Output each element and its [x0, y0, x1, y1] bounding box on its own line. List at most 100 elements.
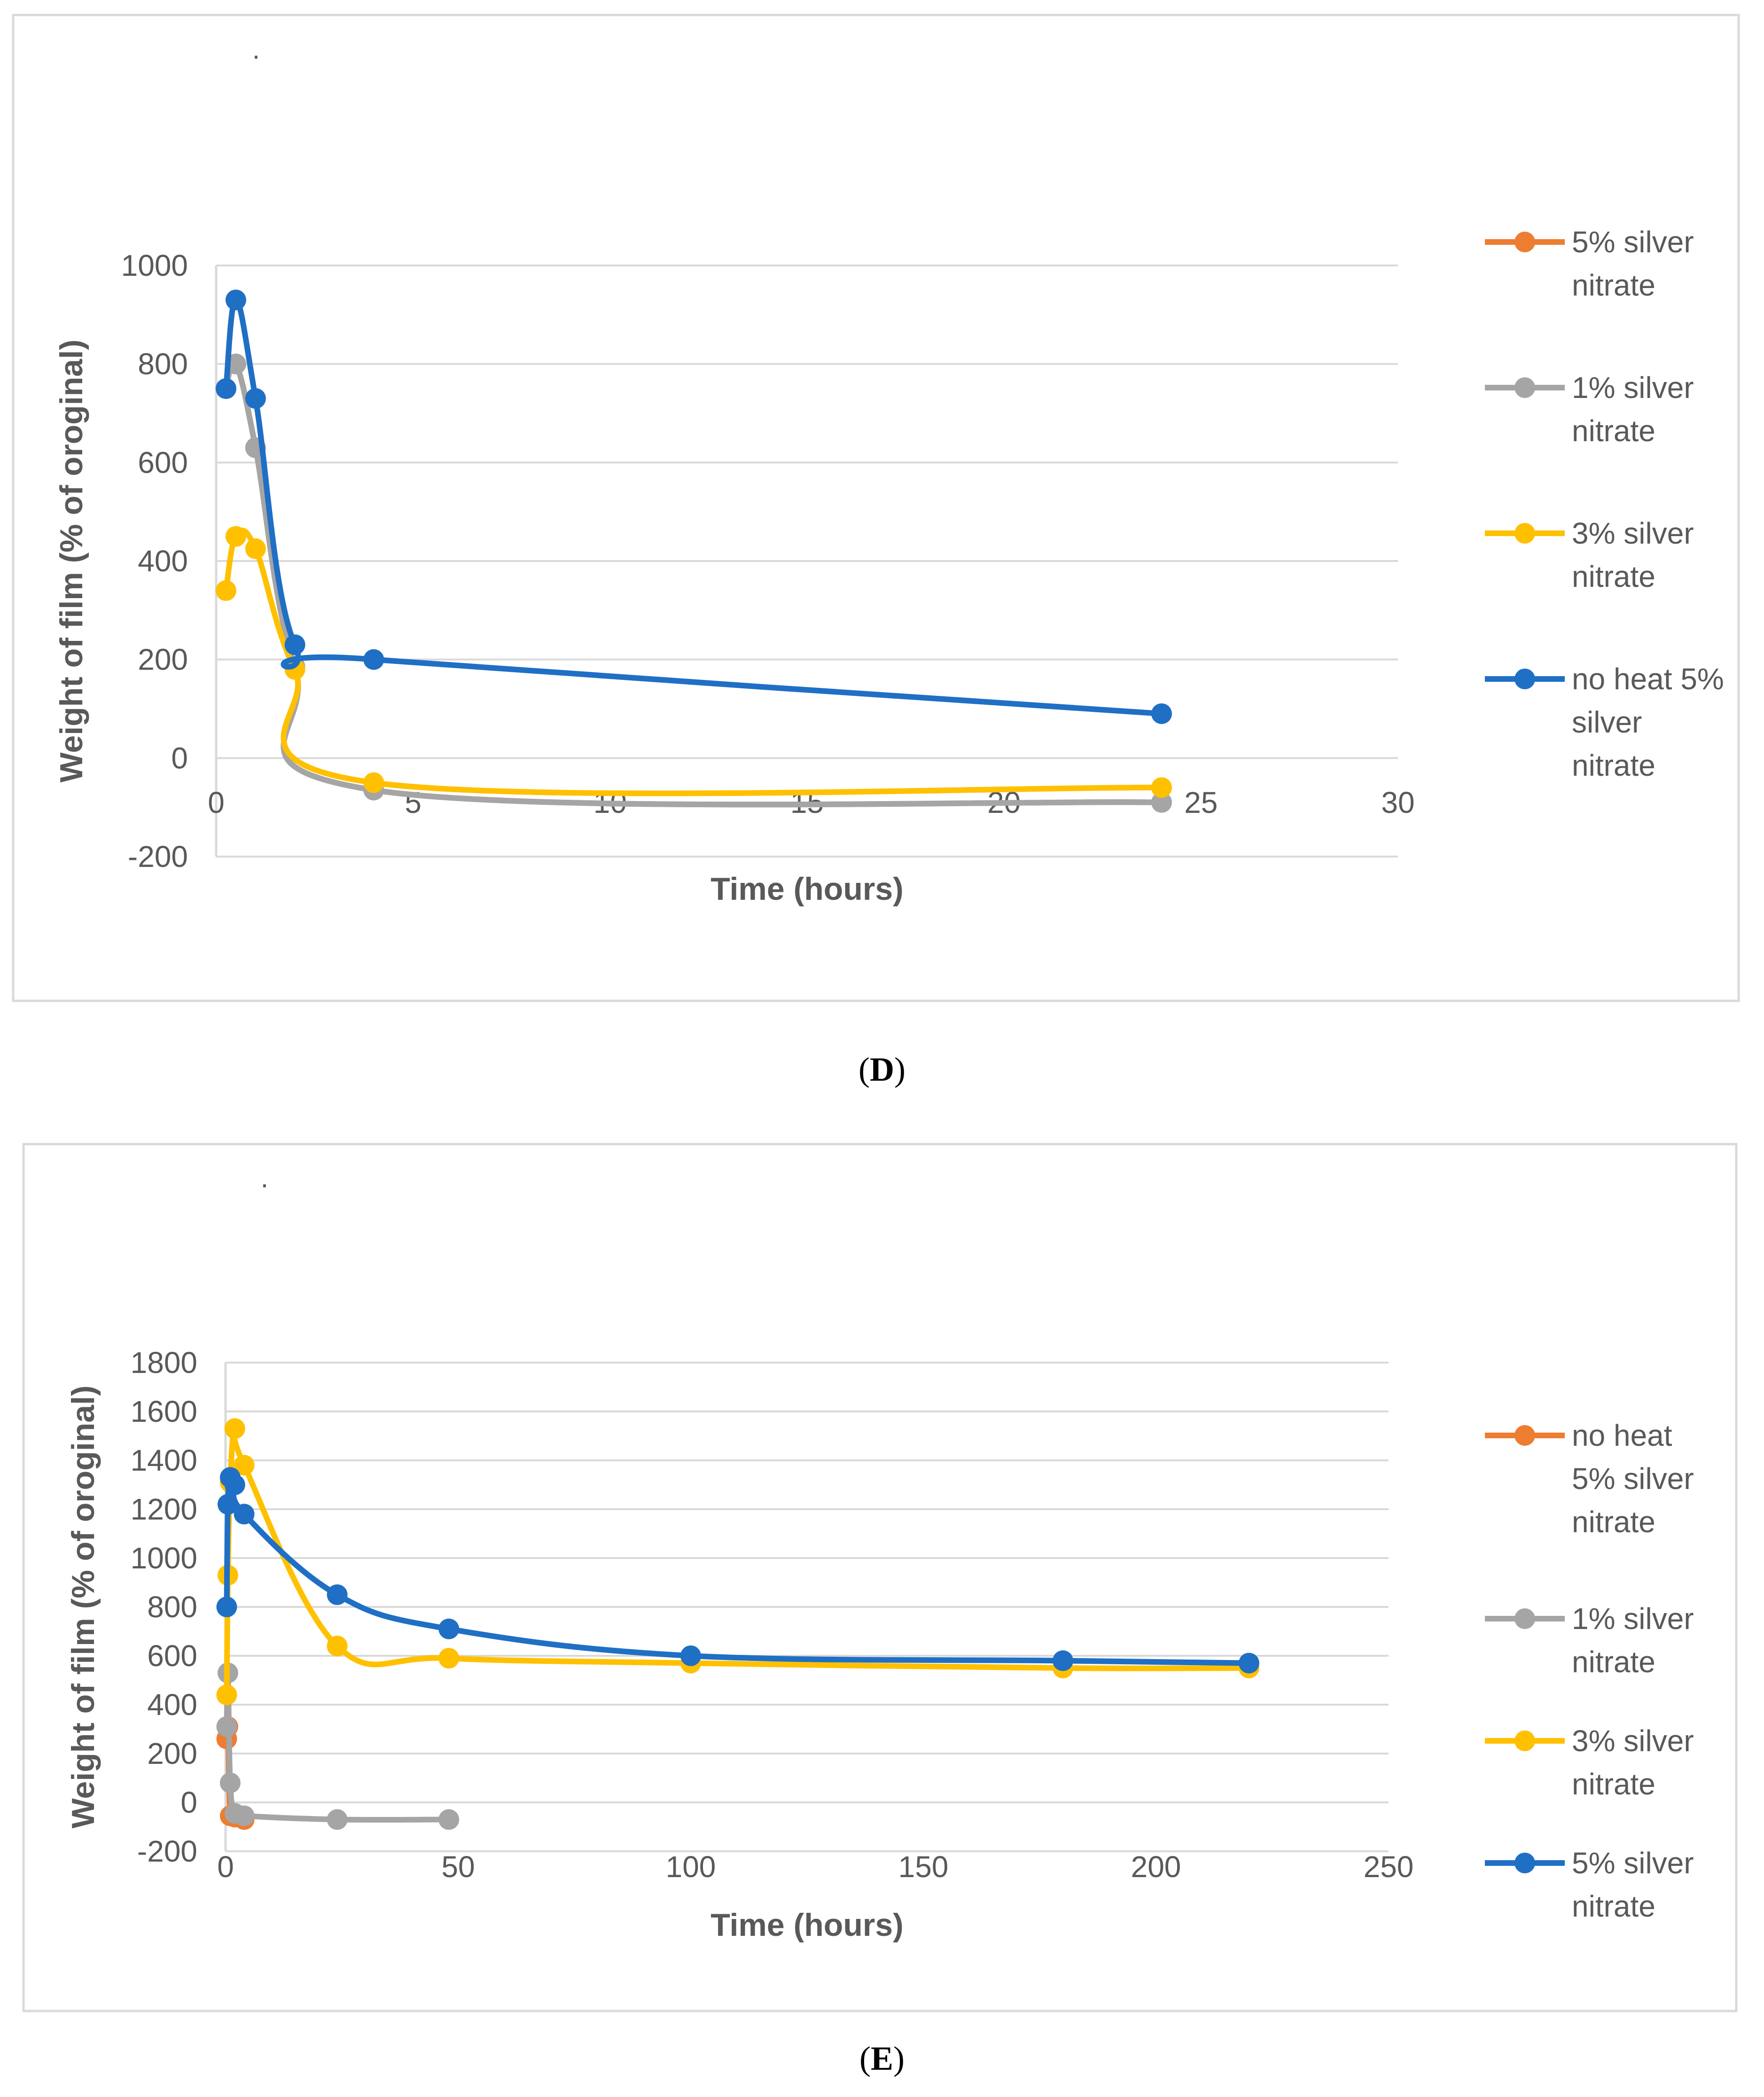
chart-frame	[22, 1143, 1738, 2012]
data-point	[1239, 1653, 1259, 1674]
x-tick-label: 30	[1381, 786, 1414, 819]
data-point	[224, 1418, 245, 1439]
data-point	[327, 1636, 348, 1657]
y-tick-label: 800	[138, 347, 188, 381]
data-point	[234, 1455, 255, 1476]
y-tick-label: 200	[147, 1737, 197, 1770]
y-tick-label: 0	[180, 1785, 197, 1819]
legend-entry-2: 1% silver nitrate	[1485, 371, 1694, 448]
y-tick-label: 1200	[131, 1492, 197, 1526]
legend-label: no heat 5%	[1572, 662, 1724, 696]
legend-label: silver	[1572, 705, 1642, 739]
caption-d-close: )	[894, 1051, 905, 1088]
data-point	[438, 1618, 460, 1639]
y-tick-label: 800	[147, 1590, 197, 1624]
data-point	[219, 1772, 241, 1793]
data-point	[1053, 1650, 1073, 1671]
legend-label: nitrate	[1572, 1645, 1655, 1679]
legend-label: 3% silver	[1572, 1724, 1694, 1758]
x-tick-label: 150	[898, 1850, 949, 1884]
y-tick-label: 1000	[131, 1541, 197, 1575]
data-point	[438, 1648, 460, 1669]
data-point	[1151, 703, 1172, 724]
legend-label: no heat	[1572, 1419, 1672, 1452]
x-tick-label: 100	[666, 1850, 716, 1884]
y-tick-label: -200	[137, 1834, 197, 1868]
legend-label: 3% silver	[1572, 516, 1694, 550]
data-point	[680, 1645, 701, 1666]
data-point	[438, 1809, 460, 1830]
y-tick-label: 200	[138, 643, 188, 677]
y-tick-label: 600	[138, 445, 188, 479]
legend-label: 5% silver	[1572, 225, 1694, 259]
y-tick-label: 0	[171, 741, 188, 775]
data-point	[1151, 777, 1172, 798]
caption-d-open: (	[859, 1051, 870, 1088]
caption-e: (E)	[0, 2039, 1764, 2078]
x-tick-label: 250	[1364, 1850, 1414, 1884]
caption-e-open: (	[859, 2040, 871, 2077]
data-point	[245, 538, 266, 559]
legend-swatch-marker	[1514, 1731, 1535, 1751]
y-tick-label: 400	[147, 1688, 197, 1722]
legend-entry-3: 3% silver nitrate	[1485, 516, 1694, 593]
legend-entry-2: 1% silver nitrate	[1485, 1602, 1694, 1679]
legend-entry-1: no heat 5% silver nitrate	[1485, 1419, 1694, 1539]
legend-swatch-marker	[1514, 377, 1535, 398]
legend-label: nitrate	[1572, 1889, 1655, 1923]
x-axis-title: Time (hours)	[710, 871, 904, 907]
data-point	[225, 289, 246, 311]
dot-marker: .	[252, 33, 260, 65]
caption-e-letter: E	[870, 2040, 894, 2077]
y-axis-title: Weight of film (% of oroginal)	[65, 1385, 101, 1828]
data-point	[216, 1684, 237, 1706]
chart-panel-d: . -200 0 200 400 600 800 1000 0 5 10 15 20 25 30 Time (…	[12, 14, 1740, 1002]
data-point	[327, 1584, 348, 1605]
legend-label: 5% silver	[1572, 1846, 1694, 1880]
y-tick-label: 400	[138, 544, 188, 578]
caption-e-close: )	[893, 2040, 905, 2077]
legend-label: nitrate	[1572, 748, 1655, 782]
x-tick-label: 0	[208, 786, 225, 819]
y-tick-label: -200	[128, 840, 188, 873]
y-tick-label: 1400	[131, 1443, 197, 1477]
data-point	[245, 388, 266, 409]
caption-d: (D)	[0, 1050, 1764, 1089]
legend-label: nitrate	[1572, 414, 1655, 448]
caption-d-letter: D	[870, 1051, 894, 1088]
x-tick-label: 0	[217, 1850, 234, 1884]
data-point	[1151, 792, 1172, 813]
data-point	[217, 1494, 238, 1515]
data-point	[327, 1809, 348, 1830]
x-axis-title: Time (hours)	[710, 1907, 904, 1943]
y-tick-label: 1000	[121, 249, 188, 282]
x-tick-label: 200	[1131, 1850, 1181, 1884]
y-tick-label: 1800	[131, 1346, 197, 1380]
chart-frame	[12, 14, 1740, 1002]
data-point	[224, 1474, 245, 1495]
legend-swatch-marker	[1514, 523, 1535, 544]
legend-swatch-marker	[1514, 232, 1535, 252]
data-point	[284, 634, 305, 655]
data-point	[215, 580, 236, 601]
data-point	[234, 1805, 255, 1826]
legend-swatch-marker	[1514, 1853, 1535, 1873]
legend-entry-4: 5% silver nitrate	[1485, 1846, 1694, 1923]
y-tick-label: 600	[147, 1639, 197, 1673]
x-tick-label: 25	[1184, 786, 1218, 819]
data-point	[215, 378, 236, 399]
chart-panel-e: . -200 0 200 400 600 800 1000 1200 1400 1600 1800 0 5…	[0, 1128, 1764, 2049]
x-tick-label: 50	[441, 1850, 475, 1884]
data-point	[363, 649, 384, 670]
legend-label: 1% silver	[1572, 371, 1694, 405]
data-point	[216, 1716, 237, 1737]
legend-label: 1% silver	[1572, 1602, 1694, 1636]
data-point	[216, 1597, 237, 1617]
y-tick-label: 1600	[131, 1395, 197, 1428]
legend-swatch-marker	[1514, 669, 1535, 689]
legend-entry-4: no heat 5% silver nitrate	[1485, 662, 1724, 782]
legend-swatch-marker	[1514, 1425, 1535, 1446]
legend-label: nitrate	[1572, 560, 1655, 593]
data-point	[225, 526, 246, 547]
